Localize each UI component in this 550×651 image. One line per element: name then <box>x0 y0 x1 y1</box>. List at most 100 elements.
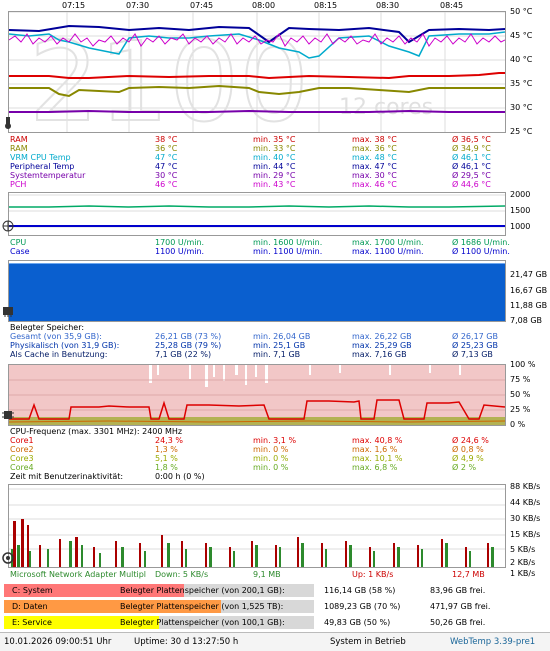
sensor-max: max. 48 °C <box>352 153 397 162</box>
sensor-row: Peripheral Temp 47 °C min. 44 °C max. 47… <box>10 162 550 171</box>
fan-name: CPU <box>10 238 27 247</box>
temp-y-tick: 40 °C <box>510 55 533 64</box>
disk-free: 83,96 GB frei. <box>430 586 486 595</box>
sensor-current: 46 °C <box>155 180 178 189</box>
sensor-max: max. 30 °C <box>352 171 397 180</box>
footer-uptime: Uptime: 30 d 13:27:50 h <box>134 637 239 647</box>
disk-description: Belegter Plattenspeicher (von 100,1 GB): <box>120 618 285 627</box>
disk-label: E: Service <box>12 618 52 627</box>
core-max: max. 40,8 % <box>352 436 403 445</box>
sensor-current: 47 °C <box>155 153 178 162</box>
fan-icon <box>2 220 14 232</box>
idle-label: Zeit mit Benutzerinaktivität: <box>10 472 124 481</box>
core-avg: Ø 2 % <box>452 463 477 472</box>
memory-y-tick: 21,47 GB <box>510 270 548 279</box>
disk-used: 1089,23 GB (70 %) <box>324 602 401 611</box>
core-max: max. 6,8 % <box>352 463 398 472</box>
fan-chart-svg <box>9 194 505 228</box>
core-name: Core4 <box>10 463 34 472</box>
core-min: min. 0 % <box>253 445 289 454</box>
disk-description: Belegter Plattenspeicher (von 1,525 TB): <box>120 602 284 611</box>
time-tick: 08:00 <box>252 1 276 10</box>
temperature-chart: 2100 12 cores <box>8 11 506 133</box>
memory-avg: Ø 26,17 GB <box>452 332 498 341</box>
temperature-chart-svg: 2100 12 cores <box>9 12 505 132</box>
core-row: Core3 5,1 % min. 0 % max. 10,1 % Ø 4,9 % <box>10 454 550 463</box>
fan-y-tick: 1500 <box>510 206 531 215</box>
footer-version-link[interactable]: WebTemp 3.39-pre1 <box>450 637 536 647</box>
memory-avg: Ø 25,23 GB <box>452 341 498 350</box>
temp-y-tick: 35 °C <box>510 79 533 88</box>
cpu-frequency: CPU-Frequenz (max. 3301 MHz): 2400 MHz <box>10 427 550 436</box>
core-min: min. 0 % <box>253 454 289 463</box>
cpu-chart-svg <box>9 365 505 425</box>
sensor-avg: Ø 36,5 °C <box>452 135 491 144</box>
sensor-avg: Ø 44,6 °C <box>452 180 491 189</box>
core-min: min. 0 % <box>253 463 289 472</box>
disk-usage-fill <box>4 616 159 629</box>
disk-row-e: E: Service Belegter Plattenspeicher (von… <box>4 616 546 629</box>
core-avg: Ø 0,8 % <box>452 445 484 454</box>
core-current: 24,3 % <box>155 436 183 445</box>
fan-avg: Ø 1100 U/min. <box>452 247 510 256</box>
memory-avg: Ø 7,13 GB <box>452 350 493 359</box>
memory-min: min. 7,1 GB <box>253 350 301 359</box>
network-down-total: 9,1 MB <box>253 570 281 579</box>
memory-chart <box>8 260 506 322</box>
network-down-rate: Down: 5 KB/s <box>155 570 209 579</box>
fan-row: Case 1100 U/min. min. 1100 U/min. max. 1… <box>10 247 550 256</box>
core-current: 1,3 % <box>155 445 178 454</box>
watermark-big: 2100 <box>29 18 309 132</box>
memory-max: max. 25,29 GB <box>352 341 412 350</box>
network-y-tick: 1 KB/s <box>510 569 536 578</box>
core-min: min. 3,1 % <box>253 436 297 445</box>
disk-label: D: Daten <box>12 602 48 611</box>
memory-max: max. 26,22 GB <box>352 332 412 341</box>
disk-usage-fill <box>4 600 221 613</box>
sensor-current: 30 °C <box>155 171 178 180</box>
sensor-avg: Ø 29,5 °C <box>452 171 491 180</box>
disk-usage-fill <box>4 584 184 597</box>
temp-y-tick: 30 °C <box>510 103 533 112</box>
memory-y-tick: 16,67 GB <box>510 286 548 295</box>
time-tick: 08:45 <box>440 1 464 10</box>
cpu-y-tick: 50 % <box>510 390 531 399</box>
sensor-name: RAM <box>10 144 28 153</box>
memory-y-tick: 7,08 GB <box>510 316 543 325</box>
sensor-name: VRM CPU Temp <box>10 153 71 162</box>
fan-max: max. 1700 U/min. <box>352 238 424 247</box>
disk-label: C: System <box>12 586 53 595</box>
time-tick: 08:30 <box>376 1 400 10</box>
disk-row-c: C: System Belegter Plattenspeicher (von … <box>4 584 546 597</box>
memory-header: Belegter Speicher: <box>10 323 550 332</box>
memory-min: min. 25,1 GB <box>253 341 306 350</box>
core-name: Core3 <box>10 454 34 463</box>
sensor-min: min. 40 °C <box>253 153 296 162</box>
cpu-chart <box>8 364 506 426</box>
memory-name: Physikalisch (von 31,9 GB): <box>10 341 120 350</box>
sensor-min: min. 35 °C <box>253 135 296 144</box>
cpu-y-tick: 0 % <box>510 420 526 429</box>
fan-current: 1700 U/min. <box>155 238 205 247</box>
sensor-row: PCH 46 °C min. 43 °C max. 46 °C Ø 44,6 °… <box>10 180 550 189</box>
idle-row: Zeit mit Benutzerinaktivität: 0:00 h (0 … <box>10 472 550 481</box>
network-adapter-name: Microsoft Network Adapter Multipl <box>10 570 147 579</box>
sensor-avg: Ø 46,1 °C <box>452 162 491 171</box>
network-stats-row: Microsoft Network Adapter Multipl Down: … <box>10 570 550 579</box>
sensor-current: 38 °C <box>155 135 178 144</box>
sensor-name: PCH <box>10 180 27 189</box>
memory-header-label: Belegter Speicher: <box>10 323 85 332</box>
sensor-name: RAM <box>10 135 28 144</box>
sensor-avg: Ø 34,9 °C <box>452 144 491 153</box>
sensor-name: Peripheral Temp <box>10 162 75 171</box>
cpu-y-tick: 100 % <box>510 360 536 369</box>
fan-max: max. 1100 U/min. <box>352 247 424 256</box>
sensor-row: VRM CPU Temp 47 °C min. 40 °C max. 48 °C… <box>10 153 550 162</box>
memory-row: Gesamt (von 35,9 GB): 26,21 GB (73 %) mi… <box>10 332 550 341</box>
time-tick: 07:45 <box>190 1 214 10</box>
disk-used: 49,83 GB (50 %) <box>324 618 391 627</box>
disk-used: 116,14 GB (58 %) <box>324 586 396 595</box>
memory-row: Als Cache in Benutzung: 7,1 GB (22 %) mi… <box>10 350 550 359</box>
disk-free: 471,97 GB frei. <box>430 602 491 611</box>
fan-min: min. 1100 U/min. <box>253 247 323 256</box>
